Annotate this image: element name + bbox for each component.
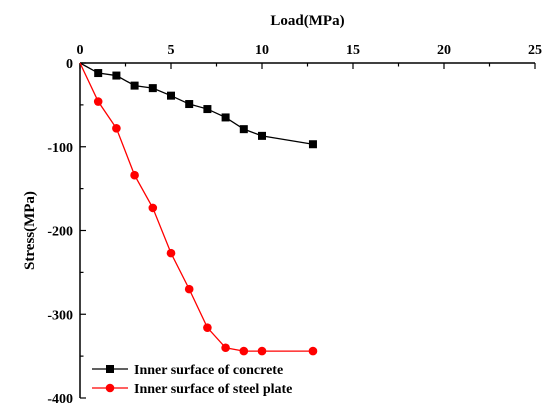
data-point: [93, 97, 103, 106]
data-point: [94, 69, 103, 78]
y-tick-label: -300: [47, 308, 73, 323]
x-tick-label: 10: [255, 43, 269, 58]
data-point: [112, 124, 121, 133]
data-point: [258, 131, 266, 140]
data-point: [221, 113, 230, 122]
y-axis-title: Stress(MPa): [22, 191, 38, 270]
data-point: [148, 84, 157, 93]
data-point: [239, 346, 249, 356]
data-point: [167, 91, 175, 100]
legend-entry: Inner surface of concrete: [92, 363, 283, 378]
data-point: [130, 81, 139, 90]
series-2: [79, 62, 318, 356]
data-point: [221, 343, 230, 353]
y-tick-label: 0: [66, 57, 73, 72]
legend-label: Inner surface of steel plate: [134, 382, 292, 397]
series-1: [79, 62, 317, 149]
data-point: [257, 346, 267, 356]
legend: Inner surface of concrete Inner surface o…: [92, 363, 292, 397]
x-axis-title: Load(MPa): [270, 13, 344, 29]
x-tick-label: 20: [437, 43, 451, 58]
series-layer: [79, 62, 318, 356]
data-point: [185, 100, 194, 109]
legend-entry: Inner surface of steel plate: [92, 382, 292, 397]
data-point: [239, 125, 248, 134]
data-point: [308, 140, 317, 149]
x-tick-label: 15: [346, 43, 360, 58]
x-tick-label: 5: [168, 43, 175, 58]
data-point: [148, 203, 158, 213]
y-tick-label: -400: [47, 392, 73, 407]
y-tick-label: -200: [47, 225, 73, 240]
x-tick-label: 0: [77, 43, 84, 58]
x-tick-label: 25: [528, 43, 542, 58]
y-tick-label: -100: [47, 141, 73, 156]
data-point: [308, 346, 318, 356]
data-point: [184, 284, 194, 294]
axes: 0 5 10 15 20 25 0 -100 -200 -300 -400: [47, 43, 542, 407]
data-point: [130, 170, 139, 180]
data-point: [166, 248, 176, 258]
data-point: [203, 323, 212, 332]
data-point: [203, 105, 212, 114]
legend-swatch-marker: [106, 365, 114, 373]
legend-label: Inner surface of concrete: [134, 363, 283, 378]
data-point: [112, 71, 121, 80]
legend-swatch-marker: [105, 383, 115, 393]
